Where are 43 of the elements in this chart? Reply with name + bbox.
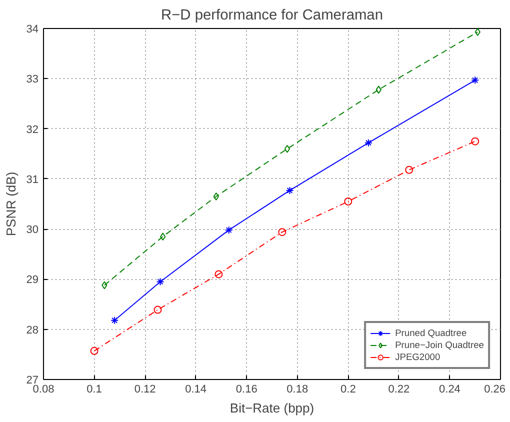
y-axis-title: PSNR (dB) bbox=[3, 172, 18, 236]
legend-label: Prune−Join Quadtree bbox=[395, 339, 484, 351]
point bbox=[344, 198, 352, 206]
point bbox=[284, 144, 290, 153]
point bbox=[102, 281, 108, 290]
point bbox=[471, 76, 480, 84]
legend-label: Pruned Quadtree bbox=[395, 327, 467, 339]
x-tick-label: 0.2 bbox=[340, 384, 356, 396]
point bbox=[376, 86, 382, 94]
x-tick-label: 0.14 bbox=[185, 384, 207, 396]
x-tick-label: 0.1 bbox=[86, 384, 102, 396]
legend-label: JPEG2000 bbox=[395, 351, 440, 363]
point bbox=[405, 166, 414, 174]
x-tick-label: 0.12 bbox=[134, 384, 156, 396]
x-tick-label: 0.24 bbox=[439, 384, 460, 396]
x-tick-label: 0.08 bbox=[32, 384, 54, 396]
point bbox=[471, 137, 480, 146]
y-tick-label: 34 bbox=[26, 24, 39, 36]
y-tick-label: 33 bbox=[26, 74, 39, 86]
y-tick-label: 27 bbox=[26, 374, 39, 386]
point bbox=[224, 226, 233, 234]
point bbox=[286, 186, 294, 194]
point bbox=[213, 192, 219, 200]
x-tick-label: 0.26 bbox=[484, 384, 506, 396]
point bbox=[156, 278, 164, 286]
y-tick-label: 28 bbox=[26, 324, 39, 336]
point bbox=[110, 316, 119, 324]
x-tick-label: 0.18 bbox=[286, 384, 308, 396]
point bbox=[154, 306, 162, 314]
point bbox=[214, 270, 223, 278]
point bbox=[364, 138, 372, 147]
x-axis-title: Bit−Rate (bpp) bbox=[230, 400, 314, 416]
point bbox=[90, 346, 98, 355]
y-tick-label: 30 bbox=[26, 224, 39, 236]
point bbox=[474, 28, 480, 36]
point bbox=[160, 232, 166, 241]
x-tick-label: 0.16 bbox=[236, 384, 258, 396]
x-tick-label: 0.22 bbox=[388, 384, 410, 396]
y-tick-label: 31 bbox=[26, 174, 39, 186]
point bbox=[278, 228, 286, 236]
y-tick-label: 29 bbox=[26, 274, 39, 286]
chart-title: R−D performance for Cameraman bbox=[161, 8, 383, 24]
y-tick-label: 32 bbox=[26, 124, 39, 136]
